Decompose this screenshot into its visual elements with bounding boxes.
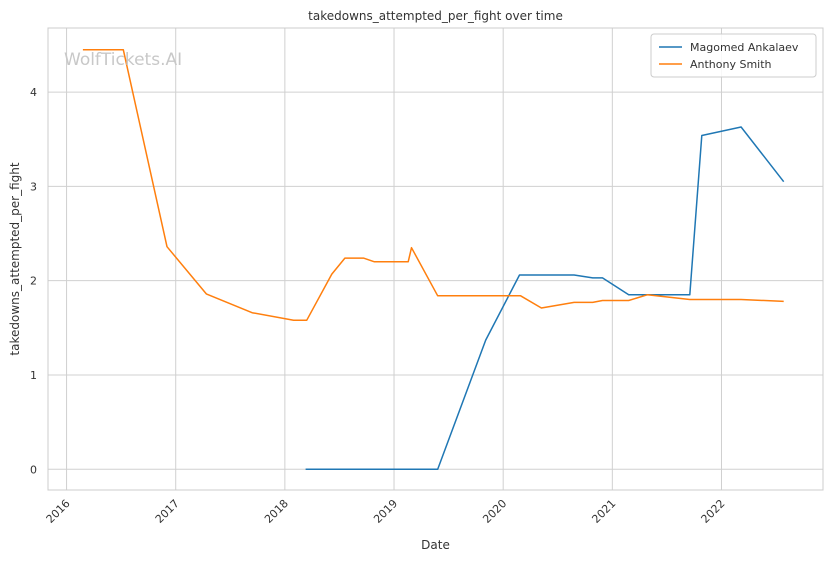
legend-label: Magomed Ankalaev — [690, 41, 799, 54]
x-tick-label: 2020 — [480, 497, 509, 526]
legend-box — [650, 33, 817, 78]
y-tick-label: 3 — [30, 180, 37, 193]
x-axis-ticks: 2016 2017 2018 2019 2020 2021 2022 — [44, 497, 728, 526]
plot-area — [48, 28, 823, 490]
x-tick-label: 2016 — [44, 497, 73, 526]
y-axis-label: takedowns_attempted_per_fight — [8, 162, 22, 355]
series-line-1 — [82, 48, 784, 322]
y-axis-ticks: 0 1 2 3 4 — [30, 86, 37, 476]
y-tick-label: 2 — [30, 275, 37, 288]
grid — [48, 28, 823, 490]
y-tick-label: 4 — [30, 86, 37, 99]
y-tick-label: 1 — [30, 369, 37, 382]
x-tick-label: 2022 — [699, 497, 728, 526]
x-tick-label: 2017 — [153, 497, 182, 526]
chart-title: takedowns_attempted_per_fight over time — [308, 9, 563, 23]
plot-border — [47, 27, 824, 491]
watermark: WolfTickets.AI — [64, 50, 182, 70]
x-tick-label: 2019 — [371, 497, 400, 526]
series-lines — [82, 48, 785, 471]
series-line-0 — [305, 126, 785, 471]
x-tick-label: 2018 — [262, 497, 291, 526]
legend: Magomed Ankalaev Anthony Smith — [650, 33, 817, 78]
legend-label: Anthony Smith — [690, 58, 772, 71]
x-axis-label: Date — [421, 538, 450, 552]
plot-frame — [47, 27, 824, 491]
x-tick-label: 2021 — [589, 497, 618, 526]
y-tick-label: 0 — [30, 463, 37, 476]
